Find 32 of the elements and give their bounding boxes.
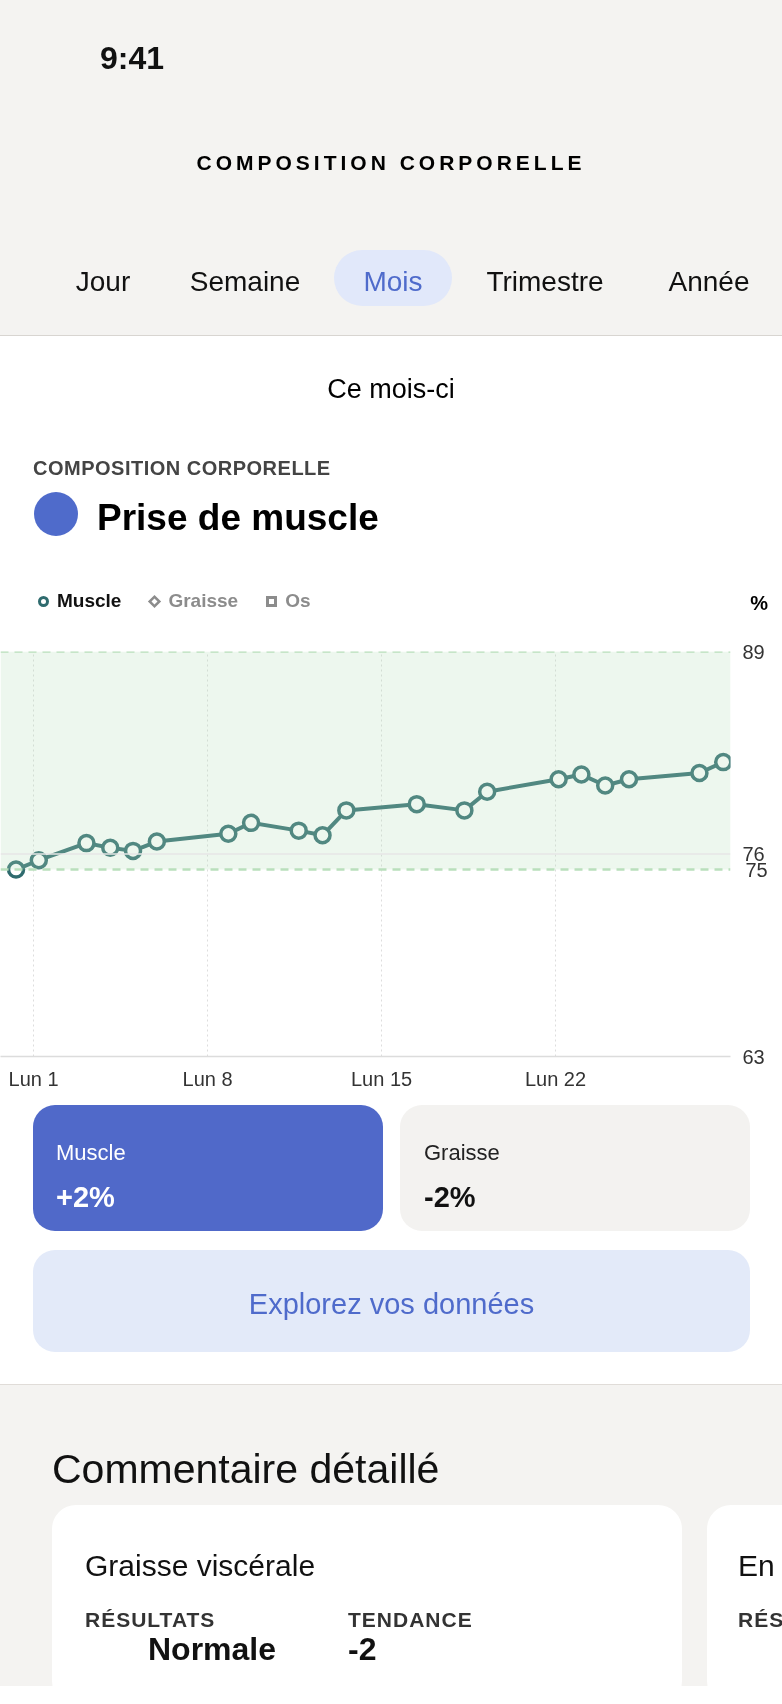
text: 9:41 <box>100 39 165 78</box>
legend-label: Muscle <box>56 590 122 611</box>
text: Année <box>667 265 751 299</box>
x-tick-label: Lun 1 <box>8 1067 59 1090</box>
text: Commentaire détaillé <box>52 1445 440 1494</box>
y-tick-label: 63 <box>742 1045 765 1068</box>
x-tick-label: Lun 22 <box>524 1067 587 1090</box>
text: RÉSULTATS <box>85 1607 216 1633</box>
text: Trimestre <box>485 265 605 299</box>
chart-title: Prise de muscle <box>97 496 379 540</box>
text: -2 <box>348 1630 377 1669</box>
text: Semaine <box>188 265 302 299</box>
text: Explorez vos données <box>247 1287 536 1322</box>
text: Jour <box>75 266 131 297</box>
text: En <box>738 1548 775 1584</box>
text: Ce mois-ci <box>326 373 456 406</box>
text: Muscle <box>56 1139 126 1167</box>
text: -2% <box>424 1180 476 1215</box>
text: Mois <box>362 265 424 299</box>
legend-label: Os <box>284 590 311 611</box>
y-tick-label: 89 <box>742 640 765 663</box>
text: TENDANCE <box>348 1607 473 1633</box>
text: COMPOSITION CORPORELLE <box>195 150 587 176</box>
text: +2% <box>56 1180 115 1215</box>
text: Graisse <box>424 1139 500 1167</box>
y-axis-title: % <box>750 591 768 616</box>
x-tick-label: Lun 8 <box>182 1067 233 1090</box>
chart-subtitle: COMPOSITION CORPORELLE <box>33 456 331 481</box>
legend-label: Graisse <box>167 590 239 611</box>
text: Normale <box>148 1630 277 1669</box>
x-tick-label: Lun 15 <box>350 1067 413 1090</box>
text: Graisse viscérale <box>85 1548 316 1584</box>
